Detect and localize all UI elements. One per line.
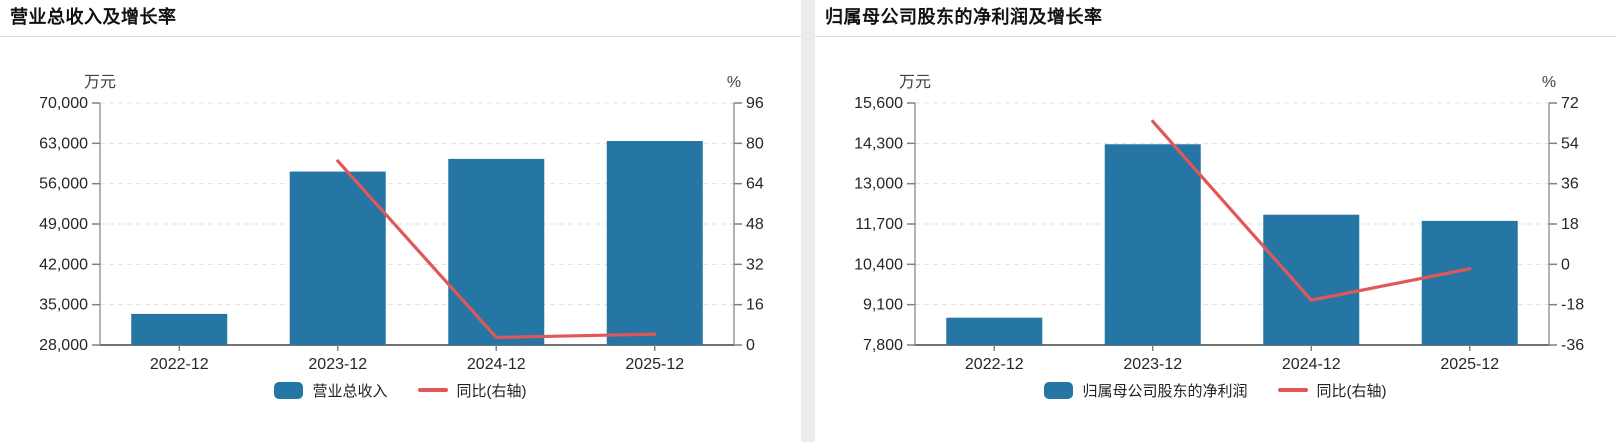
legend-item-profit-bar[interactable]: 归属母公司股东的净利润 bbox=[1044, 380, 1248, 401]
panel-divider bbox=[801, 0, 815, 442]
growth-line bbox=[1151, 119, 1472, 302]
left-axis-tick-label: 49,000 bbox=[39, 216, 88, 233]
left-axis-tick-label: 35,000 bbox=[39, 297, 88, 314]
left-axis-tick-label: 70,000 bbox=[39, 95, 88, 112]
left-axis-unit-label: 万元 bbox=[84, 74, 116, 91]
line-series-swatch bbox=[1277, 388, 1308, 392]
left-axis-tick-label: 42,000 bbox=[39, 256, 88, 273]
legend-label: 同比(右轴) bbox=[456, 382, 527, 400]
right-axis-unit-label: % bbox=[1542, 74, 1556, 91]
legend-label: 营业总收入 bbox=[312, 382, 388, 400]
x-axis-label: 2022-12 bbox=[150, 356, 209, 373]
bar-2022-12[interactable] bbox=[131, 313, 228, 345]
revenue-chart-canvas: 70,000 96 63,000 80 56,000 64 49,000 48 42,000 32… bbox=[39, 74, 764, 373]
x-axis-label: 2024-12 bbox=[467, 356, 526, 373]
bar-2024-12[interactable] bbox=[448, 158, 545, 345]
net-profit-chart-panel: 归属母公司股东的净利润及增长率 15,600 72 14,300 54 13,000 36… bbox=[815, 0, 1616, 442]
x-axis-label: 2023-12 bbox=[308, 356, 367, 373]
legend-label: 同比(右轴) bbox=[1316, 382, 1387, 400]
legend-item-revenue-bar[interactable]: 营业总收入 bbox=[274, 380, 388, 401]
right-axis-tick-label: 80 bbox=[746, 135, 764, 152]
bar-2024-12[interactable] bbox=[1263, 214, 1360, 345]
right-axis-tick-label: 0 bbox=[1561, 256, 1570, 273]
bar-series-swatch bbox=[1044, 381, 1074, 399]
bar-series-swatch bbox=[274, 381, 304, 399]
right-axis-tick-label: 48 bbox=[746, 216, 764, 233]
left-axis-tick-label: 28,000 bbox=[39, 337, 88, 354]
bar-2022-12[interactable] bbox=[946, 317, 1043, 345]
x-axis-label: 2025-12 bbox=[625, 356, 684, 373]
left-axis-tick-label: 63,000 bbox=[39, 135, 88, 152]
x-axis-label: 2024-12 bbox=[1282, 356, 1341, 373]
bar-2023-12[interactable] bbox=[289, 171, 386, 345]
net-profit-chart-title: 归属母公司股东的净利润及增长率 bbox=[815, 0, 1616, 37]
legend-item-profit-growth-line[interactable]: 同比(右轴) bbox=[1277, 380, 1387, 401]
net-profit-chart-canvas: 15,600 72 14,300 54 13,000 36 11,700 18 10,400 0 9… bbox=[854, 74, 1584, 373]
revenue-chart-title: 营业总收入及增长率 bbox=[0, 0, 801, 37]
revenue-chart-panel: 营业总收入及增长率 70,000 96 63,000 80 56,000 64 49,000… bbox=[0, 0, 801, 442]
right-axis-tick-label: 18 bbox=[1561, 216, 1579, 233]
x-axis-label: 2022-12 bbox=[965, 356, 1024, 373]
bar-2025-12[interactable] bbox=[1421, 220, 1518, 345]
legend-label: 归属母公司股东的净利润 bbox=[1082, 382, 1248, 400]
legend-item-revenue-growth-line[interactable]: 同比(右轴) bbox=[417, 380, 527, 401]
left-axis-tick-label: 11,700 bbox=[855, 216, 903, 233]
right-axis-tick-label: 0 bbox=[746, 337, 755, 354]
left-axis-tick-label: 13,000 bbox=[854, 176, 903, 193]
right-axis-tick-label: 96 bbox=[746, 95, 764, 112]
x-axis-label: 2023-12 bbox=[1123, 356, 1182, 373]
net-profit-chart-legend: 归属母公司股东的净利润 同比(右轴) bbox=[815, 377, 1616, 403]
left-axis-tick-label: 15,600 bbox=[854, 95, 903, 112]
right-axis-tick-label: 32 bbox=[746, 256, 764, 273]
right-axis-tick-label: -36 bbox=[1561, 337, 1584, 354]
left-axis-unit-label: 万元 bbox=[899, 74, 931, 91]
right-axis-tick-label: 36 bbox=[1561, 176, 1579, 193]
right-axis-tick-label: 16 bbox=[746, 297, 764, 314]
right-axis-tick-label: 54 bbox=[1561, 135, 1579, 152]
line-series-swatch bbox=[417, 388, 448, 392]
right-axis-tick-label: 64 bbox=[746, 176, 764, 193]
revenue-chart-legend: 营业总收入 同比(右轴) bbox=[0, 377, 801, 403]
x-axis-label: 2025-12 bbox=[1440, 356, 1499, 373]
left-axis-tick-label: 9,100 bbox=[863, 297, 903, 314]
right-axis-tick-label: 72 bbox=[1561, 95, 1579, 112]
left-axis-tick-label: 14,300 bbox=[854, 135, 903, 152]
left-axis-tick-label: 7,800 bbox=[863, 337, 903, 354]
left-axis-tick-label: 56,000 bbox=[39, 176, 88, 193]
right-axis-unit-label: % bbox=[727, 74, 741, 91]
growth-line bbox=[336, 159, 657, 340]
right-axis-tick-label: -18 bbox=[1561, 297, 1584, 314]
left-axis-tick-label: 10,400 bbox=[854, 256, 903, 273]
bar-2023-12[interactable] bbox=[1104, 144, 1201, 345]
bar-2025-12[interactable] bbox=[606, 141, 703, 345]
